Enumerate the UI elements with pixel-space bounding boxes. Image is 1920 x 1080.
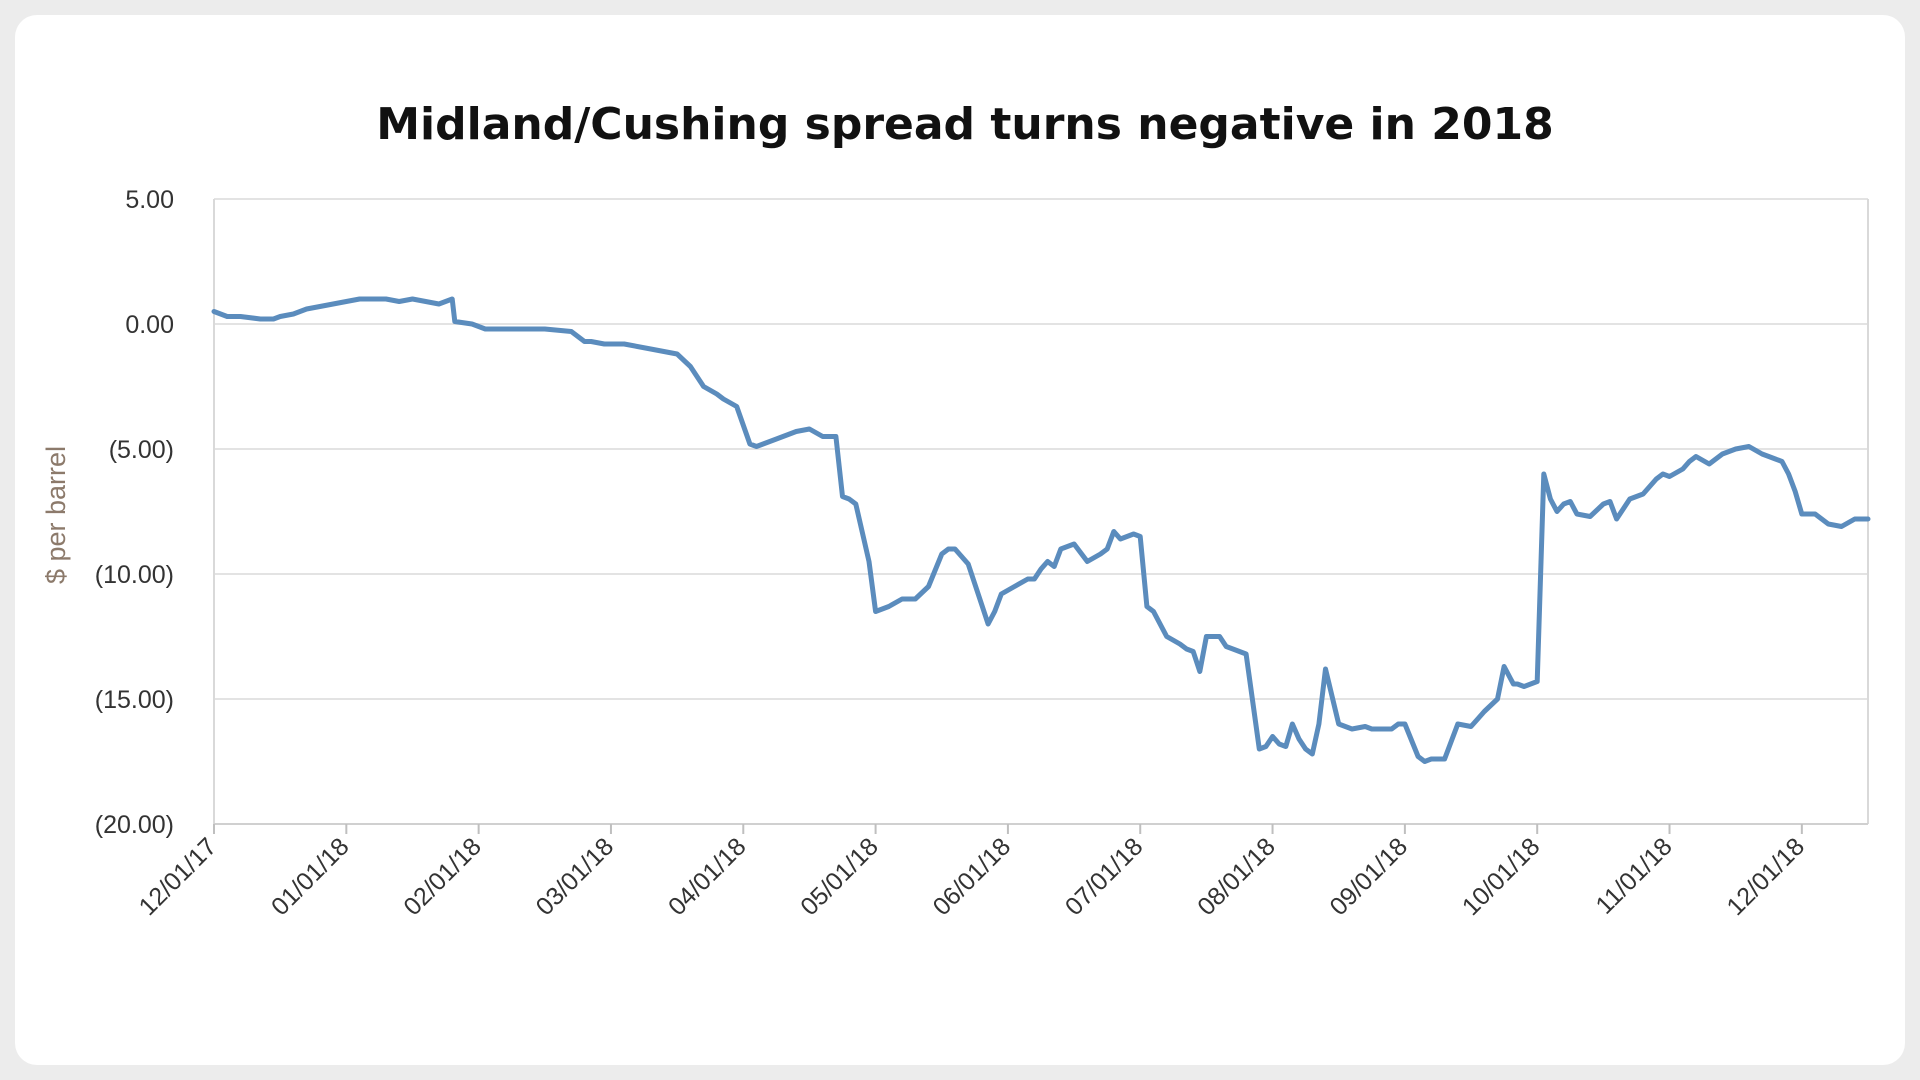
x-tick-label: 04/01/18 <box>663 832 752 921</box>
y-tick-label: 5.00 <box>125 186 174 214</box>
x-tick-label: 12/01/17 <box>134 832 223 921</box>
y-tick-label: (15.00) <box>95 686 174 714</box>
x-tick-label: 12/01/18 <box>1721 832 1810 921</box>
series-layer <box>211 296 1871 764</box>
axes <box>213 199 1869 834</box>
x-tick-label: 10/01/18 <box>1457 832 1546 921</box>
y-tick-label: (20.00) <box>95 811 174 839</box>
x-tick-label: 09/01/18 <box>1325 832 1414 921</box>
x-tick-label: 08/01/18 <box>1192 832 1281 921</box>
x-tick-label: 11/01/18 <box>1590 832 1677 919</box>
x-tick-label: 06/01/18 <box>928 832 1017 921</box>
y-tick-labels: 5.00 0.00 (5.00) (10.00) (15.00) (20.00) <box>95 186 174 839</box>
series-line <box>211 296 1871 764</box>
y-axis-label: $ per barrel <box>41 446 71 584</box>
y-tick-label: (5.00) <box>109 436 174 464</box>
x-tick-label: 03/01/18 <box>531 832 620 921</box>
x-tick-label: 01/01/18 <box>266 832 355 921</box>
chart-card <box>15 15 1905 1065</box>
x-tick-label: 02/01/18 <box>398 832 487 921</box>
x-tick-labels: 12/01/17 01/01/18 02/01/18 03/01/18 04/01/18… <box>134 832 1810 921</box>
x-tick-label: 07/01/18 <box>1060 832 1149 921</box>
y-tick-label: 0.00 <box>125 311 174 339</box>
x-tick-label: 05/01/18 <box>795 832 884 921</box>
chart-title: Midland/Cushing spread turns negative in… <box>376 99 1554 150</box>
y-tick-label: (10.00) <box>95 561 174 589</box>
